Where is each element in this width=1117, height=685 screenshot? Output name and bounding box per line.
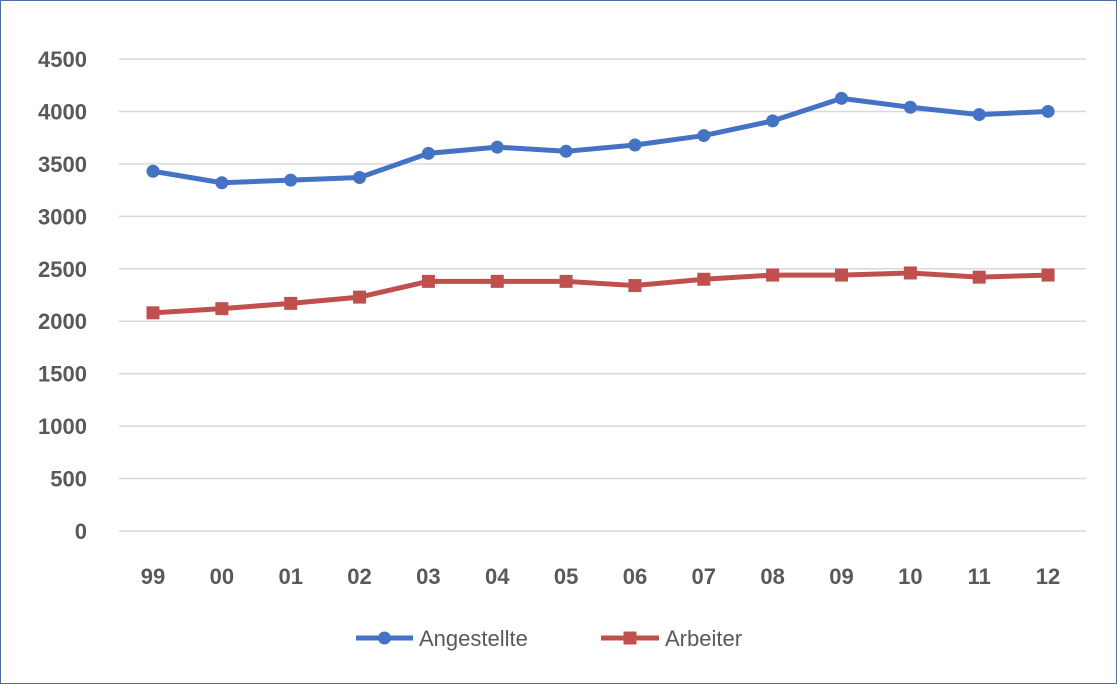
data-point: [903, 100, 917, 114]
x-tick-label: 02: [347, 564, 371, 589]
y-tick-label: 2000: [38, 309, 87, 334]
y-tick-label: 3000: [38, 204, 87, 229]
x-tick-label: 01: [278, 564, 302, 589]
data-point: [835, 91, 848, 105]
series-angestellte: [146, 91, 1055, 190]
data-point: [353, 171, 367, 185]
data-point: [559, 274, 573, 288]
gridlines: [119, 58, 1086, 532]
legend-label: Arbeiter: [665, 626, 742, 651]
data-point: [766, 268, 780, 282]
series-arbeiter: [146, 266, 1055, 320]
y-tick-label: 4500: [38, 47, 87, 72]
data-point: [628, 279, 642, 293]
legend-marker: [378, 631, 391, 645]
legend-label: Angestellte: [419, 626, 528, 651]
x-tick-label: 10: [898, 564, 922, 589]
data-point: [490, 274, 504, 288]
x-tick-label: 07: [692, 564, 716, 589]
data-point: [972, 270, 986, 284]
x-tick-label: 09: [829, 564, 853, 589]
data-point: [559, 144, 573, 158]
data-point: [146, 164, 160, 178]
x-tick-label: 04: [485, 564, 510, 589]
data-point: [284, 296, 298, 310]
y-tick-label: 1500: [38, 362, 87, 387]
y-tick-label: 3500: [38, 152, 87, 177]
data-point: [1041, 104, 1055, 118]
data-point: [284, 173, 298, 187]
x-tick-label: 00: [210, 564, 234, 589]
data-point: [215, 176, 229, 190]
data-point: [972, 108, 986, 122]
y-tick-label: 2500: [38, 257, 87, 282]
y-tick-label: 4000: [38, 99, 87, 124]
y-tick-label: 500: [50, 467, 87, 492]
data-point: [766, 114, 780, 128]
legend-item: Angestellte: [356, 626, 528, 651]
x-tick-label: 05: [554, 564, 578, 589]
series-layer: [146, 91, 1055, 320]
x-tick-label: 06: [623, 564, 647, 589]
data-point: [421, 274, 435, 288]
data-point: [1041, 268, 1055, 282]
y-tick-label: 0: [75, 519, 87, 544]
data-point: [903, 266, 917, 280]
legend-item: Arbeiter: [601, 626, 742, 651]
y-tick-label: 1000: [38, 414, 87, 439]
data-point: [697, 272, 711, 286]
data-point: [421, 146, 435, 160]
y-axis-ticks: 0 500 1000 1500 2000 2500 3000 3500 4000 4500: [38, 47, 87, 544]
x-tick-label: 12: [1036, 564, 1060, 589]
x-tick-label: 08: [760, 564, 784, 589]
x-tick-label: 99: [141, 564, 165, 589]
data-point: [353, 290, 367, 304]
legend: Angestellte Arbeiter: [356, 626, 742, 651]
x-tick-label: 11: [968, 564, 991, 589]
data-point: [835, 268, 848, 282]
data-point: [215, 302, 229, 316]
data-point: [146, 306, 160, 320]
series-line: [150, 95, 1051, 186]
data-point: [697, 129, 711, 143]
x-axis-ticks: 99 00 01 02 03 04 05 06 07 08 09 10 11 12: [141, 564, 1061, 589]
x-tick-label: 03: [416, 564, 440, 589]
legend-marker: [623, 631, 637, 645]
data-point: [490, 140, 504, 154]
data-point: [628, 138, 642, 152]
series-line: [150, 270, 1051, 316]
